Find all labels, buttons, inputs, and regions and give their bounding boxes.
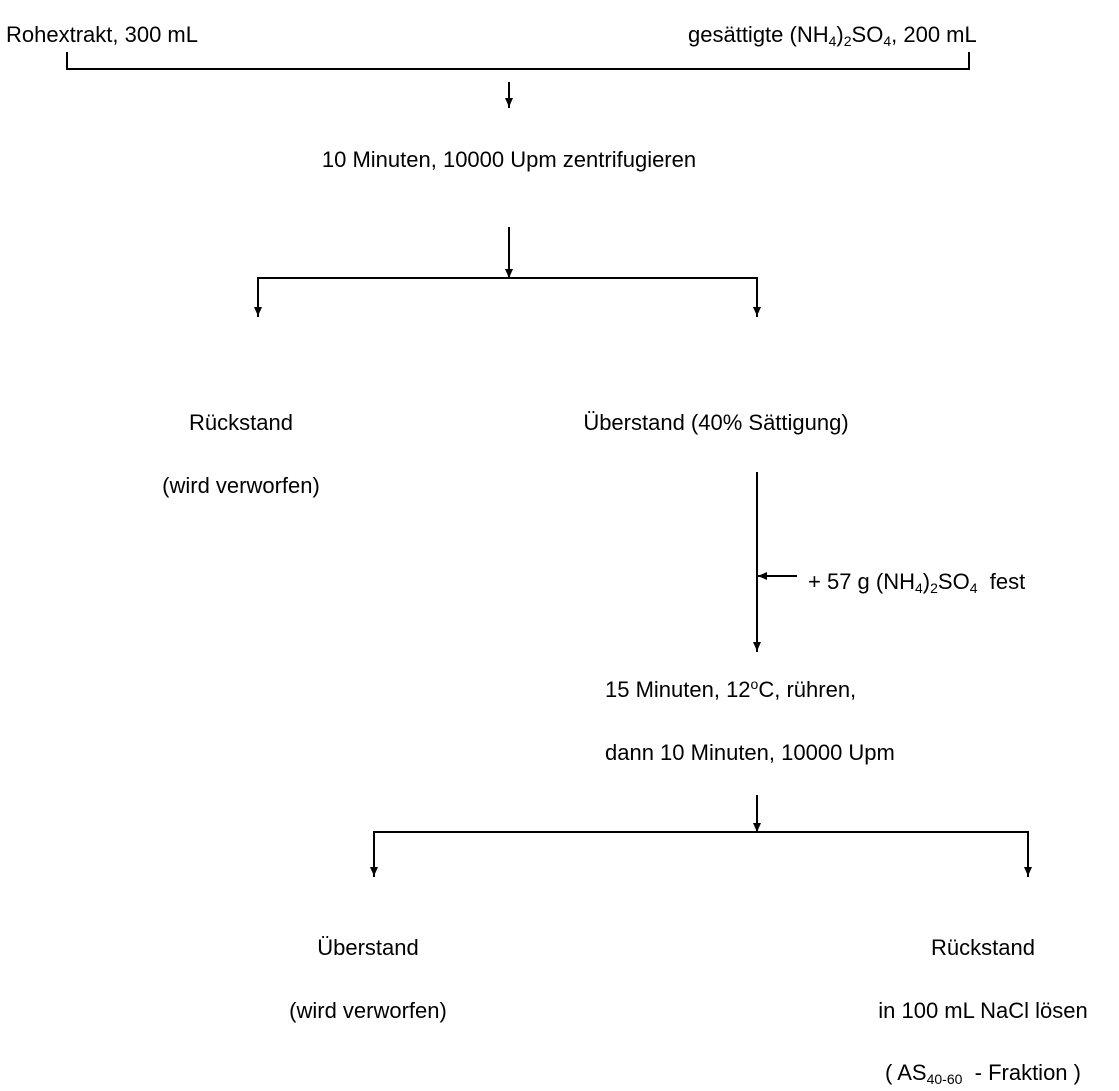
solid-addition-mid: ) (922, 569, 931, 594)
solid-addition-prefix: + 57 g (NH (808, 569, 915, 594)
solid-addition-sub3: 4 (969, 580, 978, 596)
split-1-right-arrow-head (753, 307, 761, 316)
merge-down-arrow-head (505, 98, 513, 107)
residue-2-fraction-prefix: ( AS (885, 1060, 927, 1085)
residue-1-note: (wird verworfen) (162, 473, 320, 498)
ammonium-sulfate-solution-sub2: 2 (843, 33, 852, 49)
residue-2-fraction: ( AS40-60 - Fraktion ) (885, 1060, 1081, 1086)
supernatant-1-label: Überstand (40% Sättigung) (583, 410, 849, 435)
stir-step-label: 15 Minuten, 12oC, rühren, (605, 677, 856, 703)
split-2-right-arrow-head (1024, 867, 1032, 876)
split-2-input-arrow-head (753, 823, 761, 832)
residue-2-note: in 100 mL NaCl lösen (878, 998, 1088, 1023)
solid-addition-sub2: 2 (930, 580, 938, 596)
residue-2-title: Rückstand (931, 935, 1035, 960)
residue-2-fraction-sub: 40-60 (926, 1071, 963, 1087)
ammonium-sulfate-solution-mid: ) (836, 22, 844, 47)
residue-1-title: Rückstand (189, 410, 293, 435)
solid-addition-sub1: 4 (915, 580, 923, 596)
solid-addition-suffix: fest (977, 569, 1026, 594)
second-centrifuge-label: dann 10 Minuten, 10000 Upm (605, 740, 895, 765)
supernatant-flow-arrow-head (753, 642, 761, 651)
solid-addition-middle: SO (937, 569, 970, 594)
split-2-left-arrow-head (370, 867, 378, 876)
ammonium-sulfate-solution-middle: SO (851, 22, 884, 47)
ammonium-sulfate-solution-sub1: 4 (828, 33, 837, 49)
crude-extract-label: Rohextrakt, 300 mL (6, 22, 198, 47)
ammonium-sulfate-solution-sub3: 4 (883, 33, 892, 49)
solid-addition-label: + 57 g (NH4)2SO4 fest (808, 569, 1025, 595)
supernatant-2-title: Überstand (317, 935, 419, 960)
split-1-input-arrow-head (505, 269, 513, 278)
supernatant-2-note: (wird verworfen) (289, 998, 447, 1023)
stir-step-sup: o (750, 676, 759, 692)
ammonium-sulfate-solution-prefix: gesättigte (NH (688, 22, 829, 47)
stir-step-prefix: 15 Minuten, 12 (605, 677, 751, 702)
stir-step-suffix: C, rühren, (758, 677, 857, 702)
ammonium-sulfate-solution-label: gesättigte (NH4)2SO4, 200 mL (688, 22, 977, 48)
solid-addition-arrow-head (758, 572, 767, 580)
residue-2-fraction-suffix: - Fraktion ) (962, 1060, 1081, 1085)
split-1-left-arrow-head (254, 307, 262, 316)
centrifuge-step-label: 10 Minuten, 10000 Upm zentrifugieren (321, 147, 697, 172)
ammonium-sulfate-solution-suffix: , 200 mL (891, 22, 977, 47)
